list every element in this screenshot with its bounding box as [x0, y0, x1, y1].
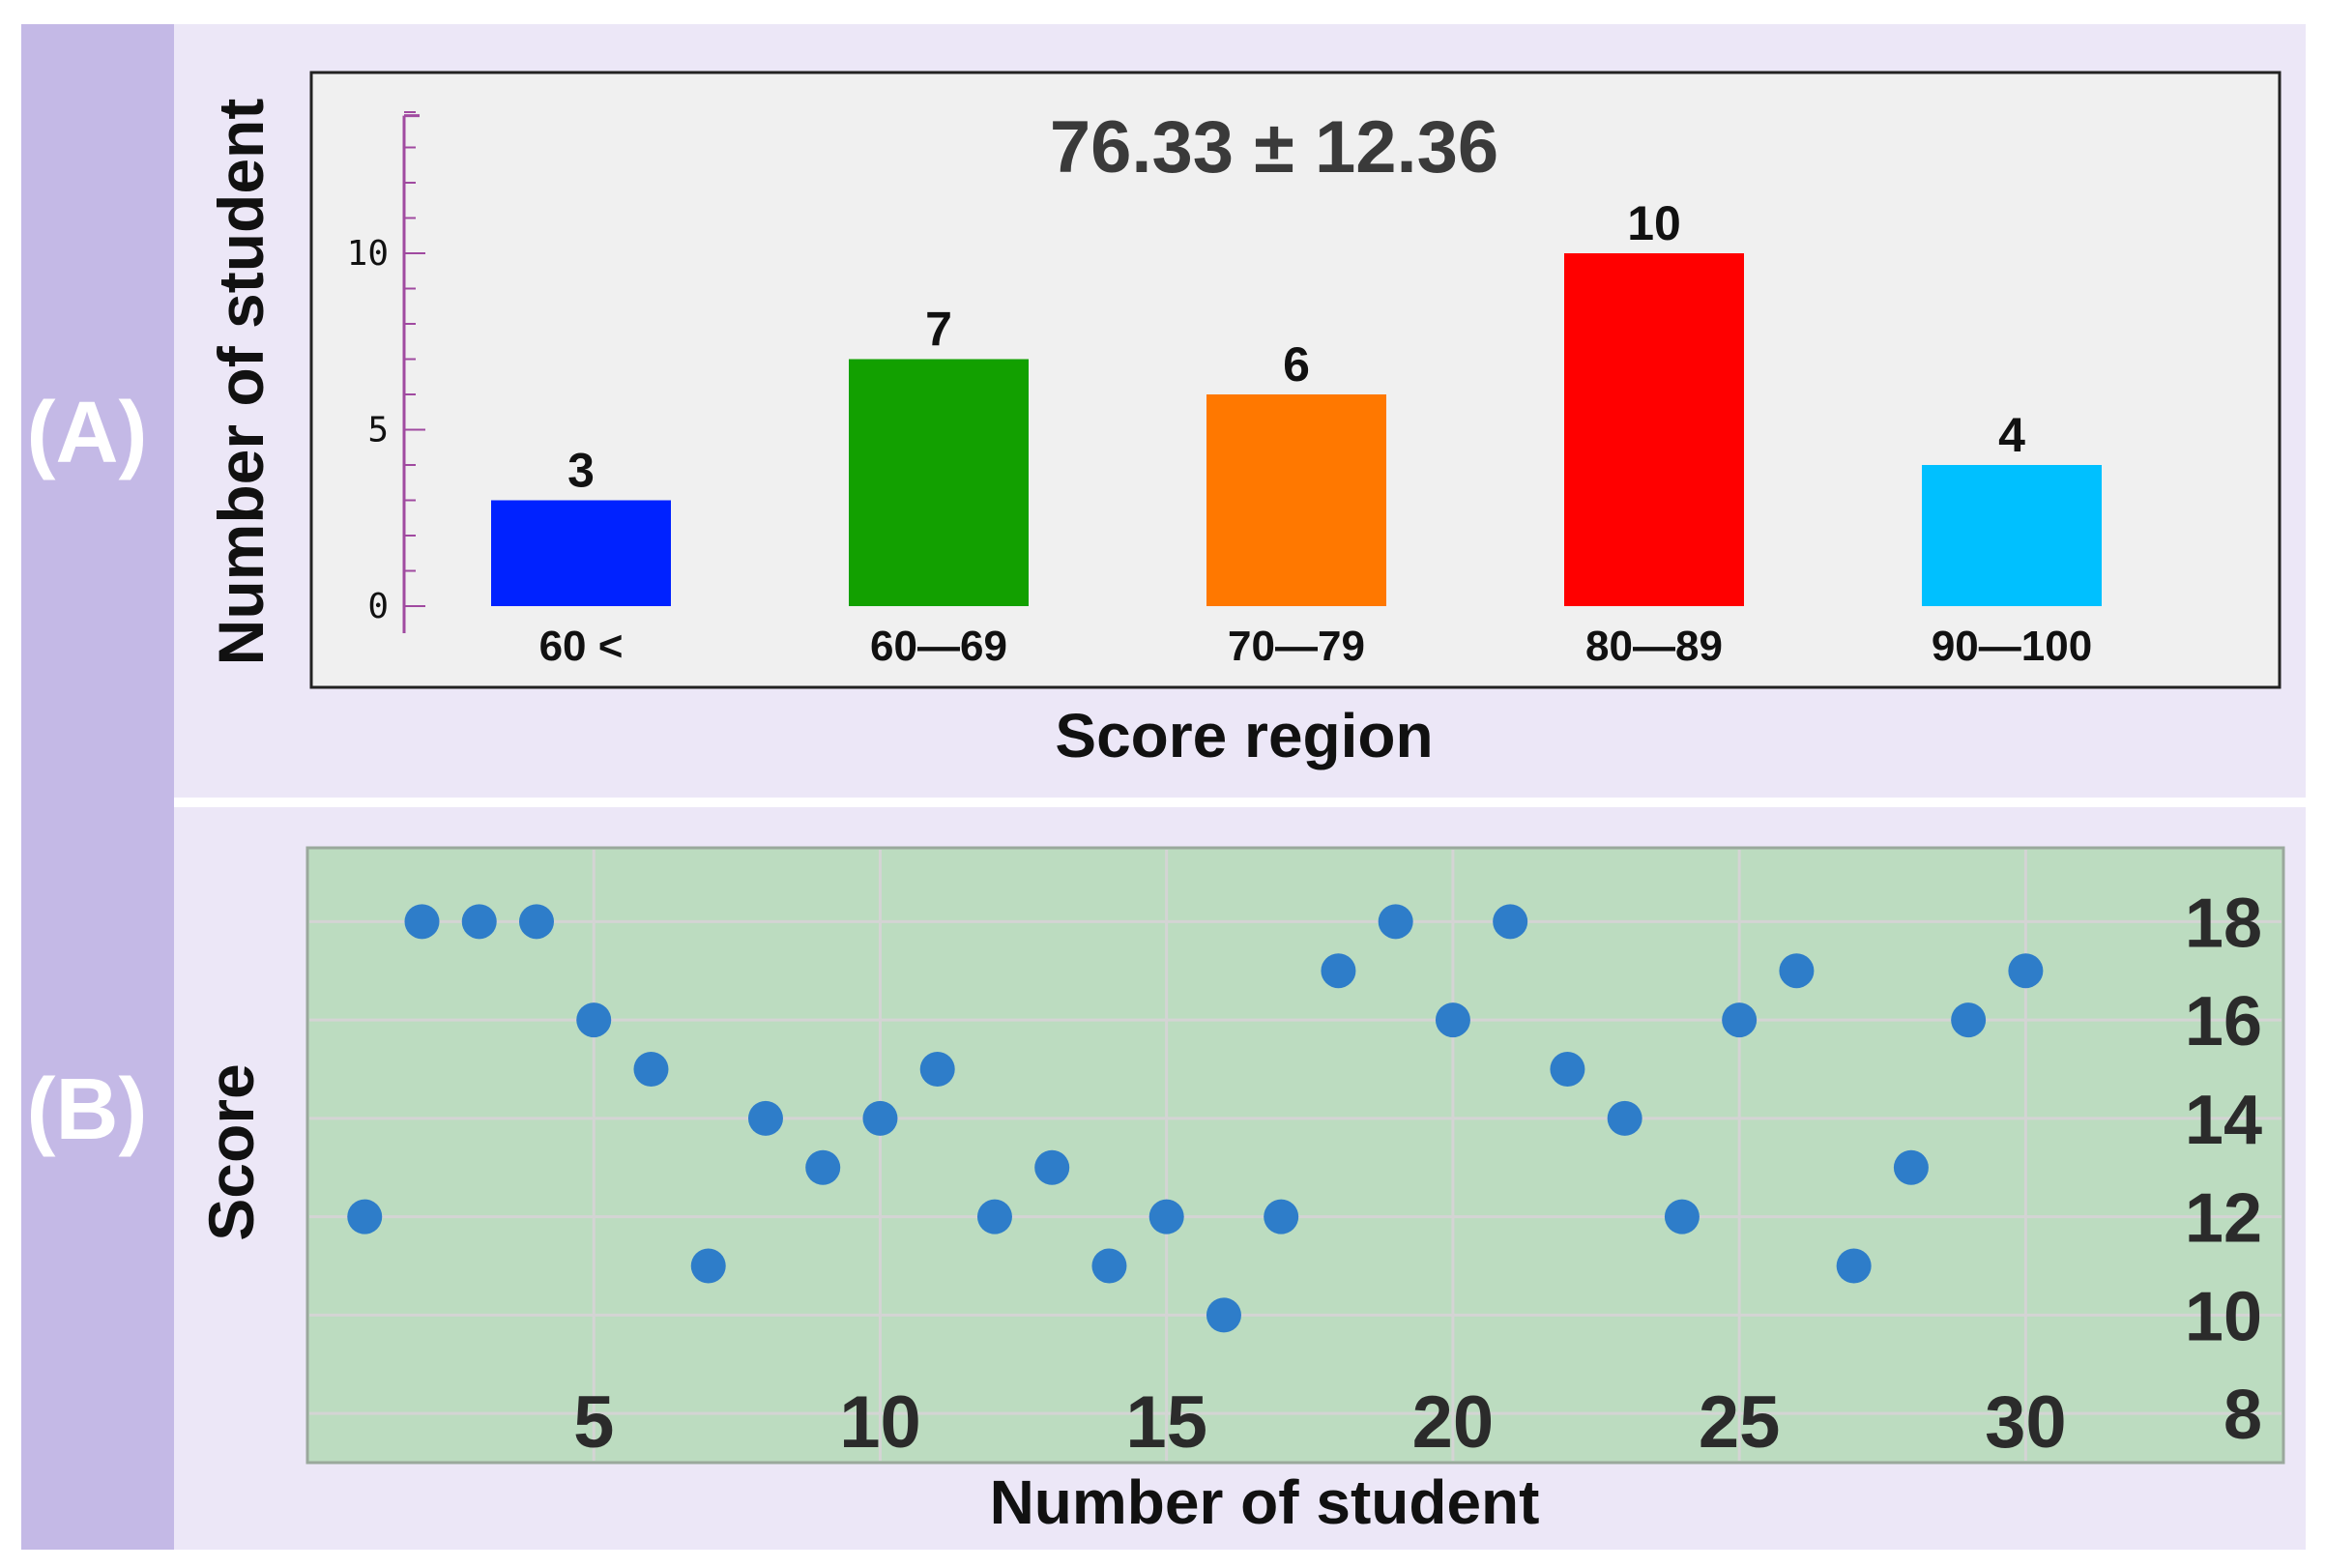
scatter-point: [1836, 1248, 1872, 1284]
left-label-strip: [21, 24, 174, 1550]
scatter-point: [1264, 1199, 1299, 1234]
scatter-point: [1607, 1100, 1642, 1136]
scatter-point: [1664, 1199, 1700, 1234]
panel-a-label: (A): [27, 385, 148, 481]
bar-data-label: 3: [567, 444, 595, 498]
scatter-point: [805, 1149, 841, 1185]
scatter-point: [404, 904, 440, 940]
scatter-x-tick-label: 5: [573, 1381, 614, 1464]
bar-chart-y-axis-label: Number of student: [205, 99, 276, 666]
bar-data-label: 7: [925, 303, 952, 357]
bar-category-label: 70—79: [1228, 623, 1365, 670]
bar-chart-title: 76.33 ± 12.36: [1050, 106, 1498, 189]
scatter-x-tick-label: 20: [1412, 1381, 1495, 1464]
scatter-x-tick-label: 15: [1125, 1381, 1207, 1464]
scatter-point: [690, 1248, 726, 1284]
bar-data-label: 4: [1998, 408, 2025, 462]
bar-chart: 76.33 ± 12.36 0 5 10 3 7 6 10 4 60 < 60—69 70—79…: [205, 71, 2281, 770]
scatter-point: [1779, 953, 1815, 989]
bar-chart-y-tick-label: 0: [367, 587, 389, 626]
bar-category-label: 80—89: [1585, 623, 1723, 670]
scatter-y-tick-label: 12: [2185, 1180, 2262, 1258]
scatter-point: [919, 1051, 955, 1087]
bar-data-label: 10: [1627, 196, 1681, 250]
bar-category-label: 60—69: [870, 623, 1007, 670]
scatter-point: [576, 1002, 612, 1038]
scatter-point: [1148, 1199, 1184, 1234]
scatter-x-tick-label: 25: [1699, 1381, 1781, 1464]
scatter-point: [1893, 1149, 1929, 1185]
scatter-point: [461, 904, 497, 940]
scatter-point: [1206, 1297, 1241, 1333]
scatter-point: [347, 1199, 383, 1234]
scatter-y-tick-label: 14: [2185, 1082, 2262, 1159]
bar-category-label: 60 <: [539, 623, 624, 670]
scatter-y-tick-label: 8: [2223, 1377, 2262, 1454]
scatter-point: [1435, 1002, 1470, 1038]
scatter-y-tick-label: 16: [2185, 983, 2262, 1060]
scatter-plot-area: [305, 846, 2285, 1465]
scatter-points: [347, 904, 2044, 1333]
bar-chart-data-labels: 3 7 6 10 4: [567, 196, 2025, 498]
scatter-x-tick-labels: 5 10 15 20 25 30: [573, 1381, 2067, 1464]
bar: [491, 500, 671, 606]
bar: [1206, 394, 1386, 606]
bar-data-label: 6: [1283, 337, 1310, 392]
scatter-x-tick-label: 10: [839, 1381, 921, 1464]
scatter-x-tick-label: 30: [1985, 1381, 2067, 1464]
bar-category-label: 90—100: [1932, 623, 2092, 670]
scatter-y-axis-label: Score: [195, 1063, 267, 1240]
scatter-point: [1321, 953, 1356, 989]
panel-b-label: (B): [27, 1061, 148, 1158]
scatter-point: [1091, 1248, 1127, 1284]
scatter-y-tick-label: 18: [2185, 885, 2262, 962]
scatter-point: [1378, 904, 1413, 940]
scatter-chart: 5 10 15 20 25 30 8 10 12 14 16 18 Number of studen…: [195, 846, 2285, 1537]
scatter-point: [1722, 1002, 1758, 1038]
scatter-point: [1493, 904, 1528, 940]
scatter-gridlines: [309, 850, 2281, 1461]
scatter-y-tick-label: 10: [2185, 1278, 2262, 1355]
scatter-point: [1951, 1002, 1987, 1038]
scatter-point: [2008, 953, 2044, 989]
scatter-point: [633, 1051, 669, 1087]
scatter-point: [1034, 1149, 1070, 1185]
bar-chart-y-tick-label: 5: [367, 411, 389, 450]
bar-chart-y-axis: 0 5 10: [347, 111, 425, 633]
bar: [1922, 465, 2102, 606]
scatter-x-axis-label: Number of student: [990, 1467, 1540, 1537]
scatter-point: [518, 904, 554, 940]
bar: [1564, 253, 1744, 606]
scatter-point: [1550, 1051, 1585, 1087]
bar-chart-y-tick-label: 10: [347, 234, 389, 274]
scatter-point: [862, 1100, 898, 1136]
bar-chart-category-labels: 60 < 60—69 70—79 80—89 90—100: [539, 623, 2093, 670]
scatter-point: [747, 1100, 783, 1136]
scatter-point: [976, 1199, 1012, 1234]
scatter-y-tick-labels: 8 10 12 14 16 18: [2185, 885, 2262, 1454]
bar: [849, 359, 1029, 606]
bar-chart-x-axis-label: Score region: [1055, 701, 1433, 770]
bar-chart-bars: [491, 253, 2102, 606]
